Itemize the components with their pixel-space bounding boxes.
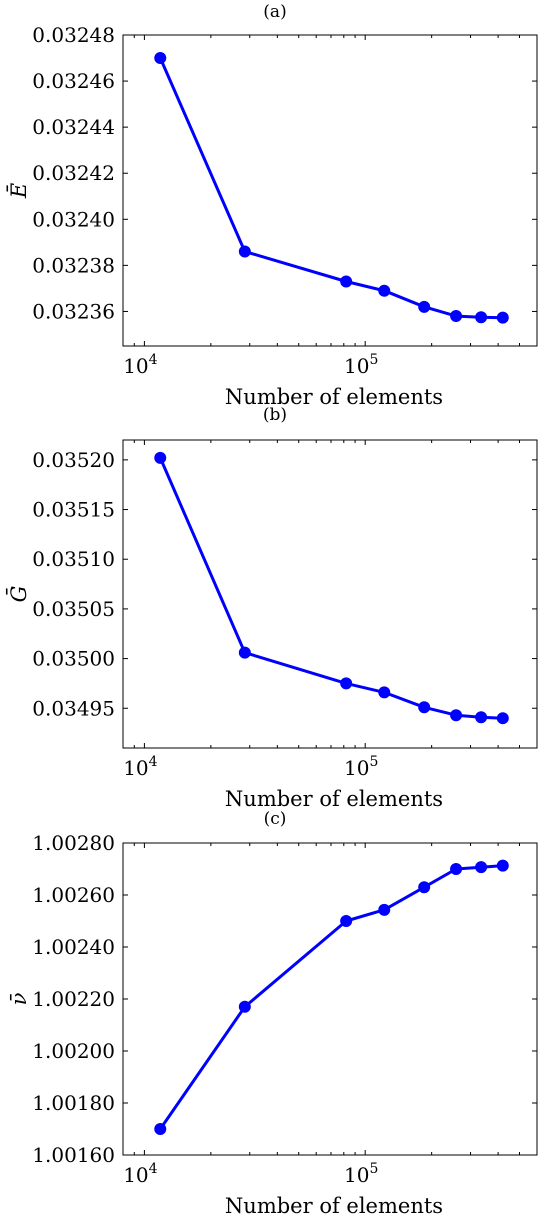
data-point: [154, 451, 167, 464]
x-tick-exponent: 4: [149, 754, 158, 770]
x-tick-base: 10: [344, 354, 369, 378]
panel-title-c: (c): [264, 809, 287, 829]
data-point: [340, 677, 353, 690]
data-point: [154, 52, 167, 65]
y-tick-label: 0.03510: [32, 547, 115, 571]
panel-title-b: (b): [263, 405, 287, 425]
plot-frame: [122, 439, 538, 749]
chart-panel-c: (c) 1.00160 1.00180 1.00200 1.00220 1.00240 1.…: [7, 809, 538, 1218]
data-point: [238, 245, 251, 258]
y-axis-label: ν̄: [7, 992, 31, 1005]
y-tick-label: 0.03248: [32, 23, 115, 47]
data-point: [450, 709, 463, 722]
plot-frame: [122, 34, 538, 347]
y-tick-label: 0.03515: [32, 498, 115, 522]
y-tick-label: 0.03244: [32, 115, 115, 139]
data-point: [475, 311, 488, 324]
y-axis-label: Ḡ: [6, 586, 31, 603]
y-tick-label: 1.00240: [32, 935, 115, 959]
data-point: [496, 311, 509, 324]
x-tick-base: 10: [344, 756, 369, 780]
y-tick-label: 1.00180: [32, 1091, 115, 1115]
x-tick-label: 104: [123, 1161, 157, 1187]
x-tick-label: 104: [123, 754, 157, 780]
plot-frame: [122, 842, 538, 1156]
x-axis-label: Number of elements: [225, 385, 443, 409]
y-axis-label: Ē: [7, 183, 31, 199]
data-point: [340, 275, 353, 288]
y-tick-label: 0.03238: [32, 253, 115, 277]
data-point: [238, 1000, 251, 1013]
data-point: [418, 881, 431, 894]
data-point: [378, 903, 391, 916]
x-tick-base: 10: [123, 354, 148, 378]
y-tick-label: 0.03236: [32, 299, 115, 323]
y-tick-label: 1.00220: [32, 987, 115, 1011]
y-tick-label: 0.03520: [32, 448, 115, 472]
x-tick-exponent: 4: [149, 352, 158, 368]
panel-title-a: (a): [263, 2, 286, 22]
chart-panel-a: (a) 0.03236 0.03238 0.03240 0.03242 0.03244 0.…: [7, 2, 538, 409]
x-tick-exponent: 5: [369, 1161, 378, 1177]
data-point: [378, 686, 391, 699]
data-point: [340, 915, 353, 927]
series-line: [158, 457, 503, 720]
data-point: [496, 712, 509, 725]
data-point: [450, 310, 463, 323]
series-line: [159, 864, 503, 1130]
data-point: [418, 701, 431, 714]
y-tick-label: 0.03495: [32, 696, 115, 720]
x-tick-label: 105: [344, 1161, 378, 1187]
data-point: [378, 284, 391, 297]
chart-panel-b: (b) 0.03495 0.03500 0.03505 0.03510 0.03515 0.…: [6, 405, 538, 811]
data-point: [496, 859, 509, 872]
x-tick-base: 10: [123, 756, 148, 780]
x-tick-exponent: 5: [369, 352, 378, 368]
y-tick-label: 0.03500: [32, 647, 115, 671]
y-tick-label: 1.00260: [32, 883, 115, 907]
data-point: [418, 300, 431, 313]
x-tick-base: 10: [344, 1163, 369, 1187]
y-tick-label: 0.03240: [32, 207, 115, 231]
x-tick-exponent: 5: [369, 754, 378, 770]
y-tick-label: 1.00280: [32, 831, 115, 855]
data-point: [450, 863, 463, 875]
x-tick-label: 105: [344, 352, 378, 378]
y-tick-label: 0.03242: [32, 161, 115, 185]
x-tick-label: 104: [123, 352, 157, 378]
data-point: [475, 861, 488, 874]
y-tick-label: 1.00200: [32, 1039, 115, 1063]
data-point: [238, 646, 251, 659]
x-axis-label: Number of elements: [225, 1194, 443, 1218]
data-point: [154, 1123, 167, 1135]
x-tick-exponent: 4: [149, 1161, 158, 1177]
x-tick-base: 10: [123, 1163, 148, 1187]
y-tick-label: 0.03246: [32, 69, 115, 93]
y-tick-label: 0.03505: [32, 597, 115, 621]
x-tick-label: 105: [344, 754, 378, 780]
data-point: [475, 711, 488, 724]
y-tick-label: 1.00160: [32, 1143, 115, 1167]
series-line: [158, 57, 503, 320]
x-axis-label: Number of elements: [225, 787, 443, 811]
